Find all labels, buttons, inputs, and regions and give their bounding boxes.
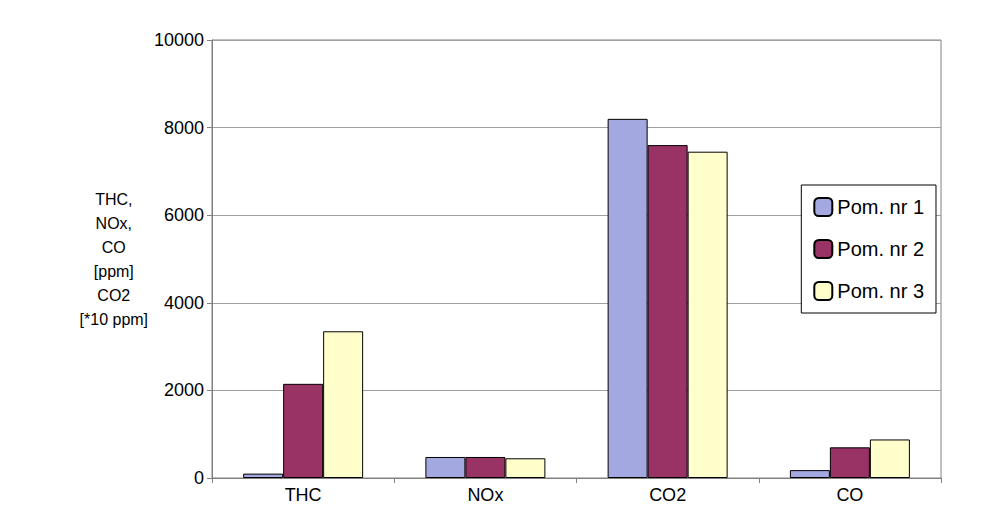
svg-text:Pom. nr 3: Pom. nr 3: [837, 280, 924, 302]
svg-text:Pom. nr 1: Pom. nr 1: [837, 196, 924, 218]
svg-text:CO: CO: [836, 485, 863, 505]
svg-text:6000: 6000: [164, 205, 204, 225]
svg-text:NOx: NOx: [467, 485, 503, 505]
svg-text:CO: CO: [102, 239, 126, 256]
svg-text:2000: 2000: [164, 380, 204, 400]
svg-text:4000: 4000: [164, 293, 204, 313]
svg-text:[ppm]: [ppm]: [94, 263, 134, 280]
svg-text:8000: 8000: [164, 118, 204, 138]
svg-text:THC,: THC,: [95, 191, 132, 208]
svg-text:CO2: CO2: [649, 485, 686, 505]
svg-text:NOx,: NOx,: [96, 215, 132, 232]
svg-text:THC: THC: [285, 485, 322, 505]
svg-text:0: 0: [194, 468, 204, 488]
svg-text:Pom. nr 2: Pom. nr 2: [837, 238, 924, 260]
svg-text:[*10 ppm]: [*10 ppm]: [80, 311, 148, 328]
svg-text:10000: 10000: [154, 30, 204, 50]
svg-text:CO2: CO2: [97, 287, 130, 304]
